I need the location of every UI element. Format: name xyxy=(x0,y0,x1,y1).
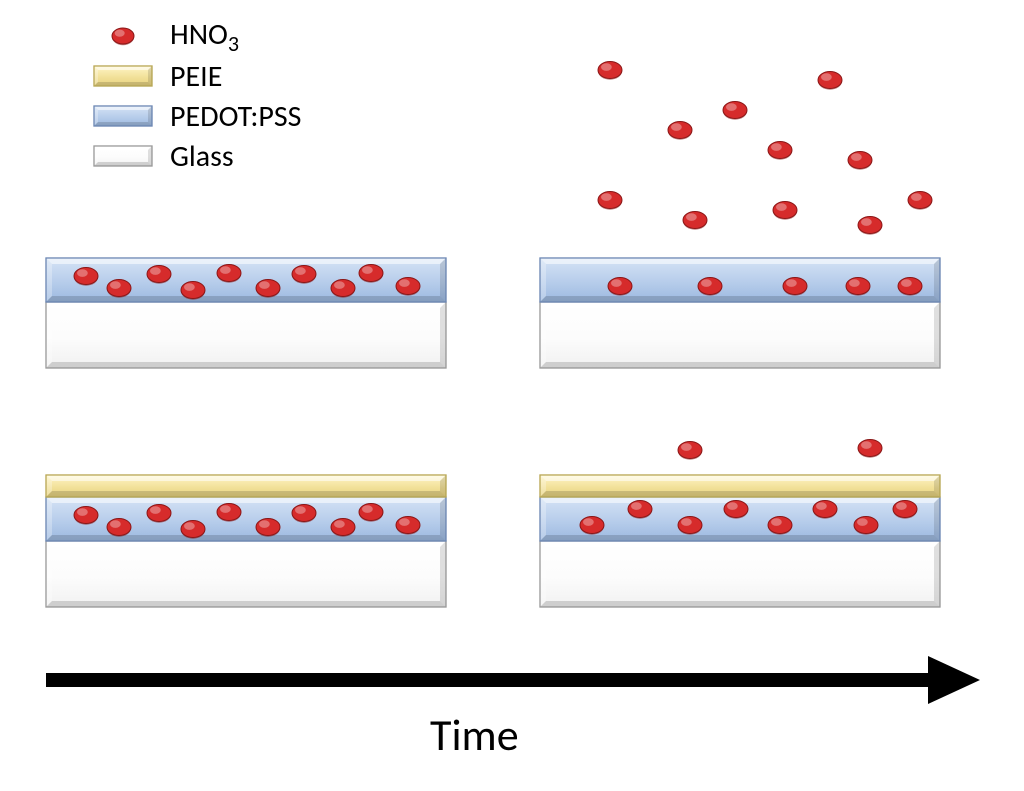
time-axis-label: Time xyxy=(430,708,519,762)
time-arrow xyxy=(0,0,1024,791)
